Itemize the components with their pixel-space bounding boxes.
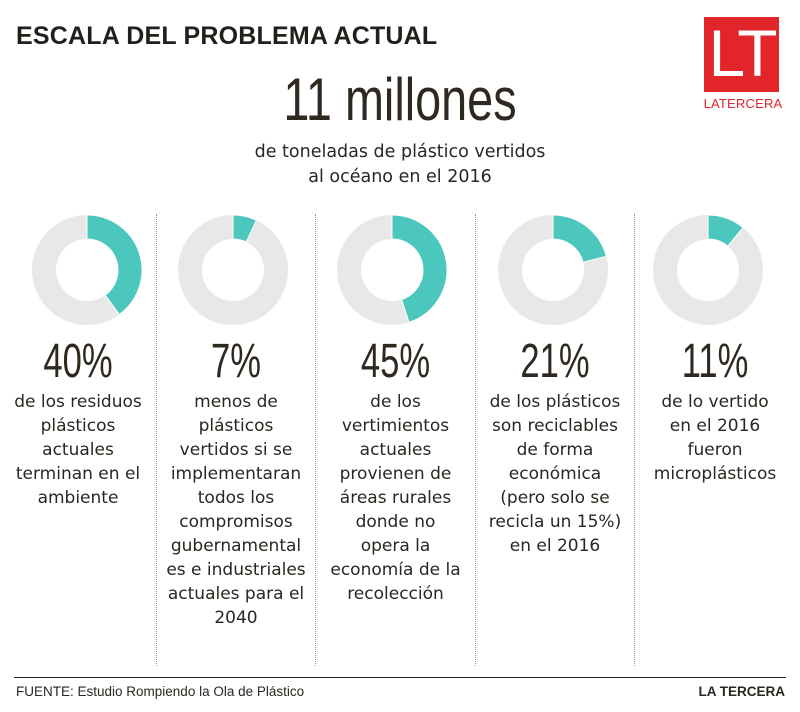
stat-description-line: de los plásticos: [489, 392, 621, 412]
stat-description-line: opera la: [360, 536, 431, 556]
stat-description-line: de forma: [516, 440, 594, 460]
stat-description-line: recicla un 15%): [488, 512, 622, 532]
stat-description-line: plásticos: [40, 416, 116, 436]
stat-description-line: vertidos si se: [179, 440, 293, 460]
column-divider: [156, 214, 157, 666]
donut-charts: [31, 214, 764, 325]
donut-track: [653, 215, 764, 325]
donut-track: [177, 215, 288, 325]
stat-description: de los plásticos son reciclables de forma e…: [476, 390, 634, 558]
stat-description-line: economía de la: [330, 560, 461, 580]
stat-column: 7% menos de plásticos vertidos si se impleme…: [157, 336, 315, 630]
footer-rule: [14, 677, 786, 678]
donut-track: [31, 215, 120, 325]
stat-description: de los vertimientos actuales provienen de ár…: [316, 390, 475, 606]
stat-description-line: actuales para el: [167, 584, 305, 604]
stat-description-line: terminan en el: [15, 464, 141, 484]
donut-track: [337, 215, 409, 325]
stat-description-line: compromisos: [179, 512, 293, 532]
stat-description-line: en el 2016: [669, 416, 761, 436]
headline-value: 11 millones: [283, 66, 517, 133]
stat-description-line: económica: [508, 464, 602, 484]
source-note: FUENTE: Estudio Rompiendo la Ola de Plás…: [16, 684, 305, 699]
headline-subtitle: de toneladas de plástico vertidos al océ…: [0, 140, 800, 190]
stat-description-line: microplásticos: [653, 464, 777, 484]
donut-segment: [232, 214, 258, 243]
stat-percentage: 21%: [520, 335, 590, 388]
logo-mark: LT: [708, 16, 777, 90]
donut-residuos-ambiente: [31, 214, 143, 325]
column-divider: [634, 214, 635, 666]
stat-description-line: áreas rurales: [339, 488, 452, 508]
stat-description-line: vertimientos: [341, 416, 450, 436]
stat-description: de lo vertido en el 2016 fueron microplásti…: [635, 390, 795, 486]
donut-areas-rurales: [337, 214, 448, 325]
stat-percentage: 40%: [43, 335, 113, 388]
stat-description: menos de plásticos vertidos si se implement…: [157, 390, 315, 630]
donut-reciclables: [497, 214, 608, 325]
column-divider: [315, 214, 316, 666]
stat-description-line: (pero solo se: [500, 488, 610, 508]
stat-column: 45% de los vertimientos actuales provienen d…: [316, 336, 475, 606]
la-tercera-logo: LT: [704, 16, 779, 92]
stat-percentage: 45%: [360, 335, 431, 388]
donut-compromisos-2040: [177, 214, 288, 325]
donut-track: [497, 215, 608, 325]
donut-segment: [552, 214, 607, 263]
stat-description-line: son reciclables: [492, 416, 618, 436]
stat-description-line: 2040: [214, 608, 258, 628]
stat-description-line: plásticos: [198, 416, 274, 436]
stat-percentage: 11%: [681, 335, 749, 388]
stat-column: 40% de los residuos plásticos actuales termi…: [0, 336, 156, 510]
stat-description: de los residuos plásticos actuales terminan…: [0, 390, 156, 510]
column-divider: [475, 214, 476, 666]
stat-description-line: recolección: [347, 584, 444, 604]
stat-description-line: ambiente: [37, 488, 119, 508]
brand-name: LA TERCERA: [698, 684, 786, 699]
stat-column: 11% de lo vertido en el 2016 fueron microplá…: [635, 336, 795, 486]
headline-subtitle-line: de toneladas de plástico vertidos: [254, 142, 546, 162]
page-title: ESCALA DEL PROBLEMA ACTUAL: [16, 22, 438, 50]
stat-description-line: todos los: [197, 488, 275, 508]
headline-subtitle-line: al océano en el 2016: [308, 167, 492, 187]
donut-segment: [707, 214, 744, 247]
stat-description-line: en el 2016: [509, 536, 601, 556]
stat-description-line: donde no: [355, 512, 436, 532]
stat-description-line: de los residuos: [14, 392, 142, 412]
stat-description-line: de lo vertido: [661, 392, 769, 412]
stat-description-line: menos de: [194, 392, 278, 412]
logo-name: LATERCERA: [703, 96, 783, 111]
donut-segment: [391, 214, 448, 323]
stat-column: 21% de los plásticos son reciclables de for…: [476, 336, 634, 558]
stat-description-line: implementaran: [170, 464, 302, 484]
stat-description-line: actuales: [359, 440, 432, 460]
stat-description-line: fueron: [687, 440, 743, 460]
stat-description-line: gubernamental: [170, 536, 302, 556]
stat-description-line: provienen de: [339, 464, 452, 484]
stat-percentage: 7%: [211, 335, 261, 388]
stat-description-line: de los: [370, 392, 421, 412]
donut-segment: [86, 214, 143, 316]
stat-description-line: actuales: [42, 440, 114, 460]
donut-microplasticos: [653, 214, 764, 325]
stat-description-line: es e industriales: [166, 560, 306, 580]
